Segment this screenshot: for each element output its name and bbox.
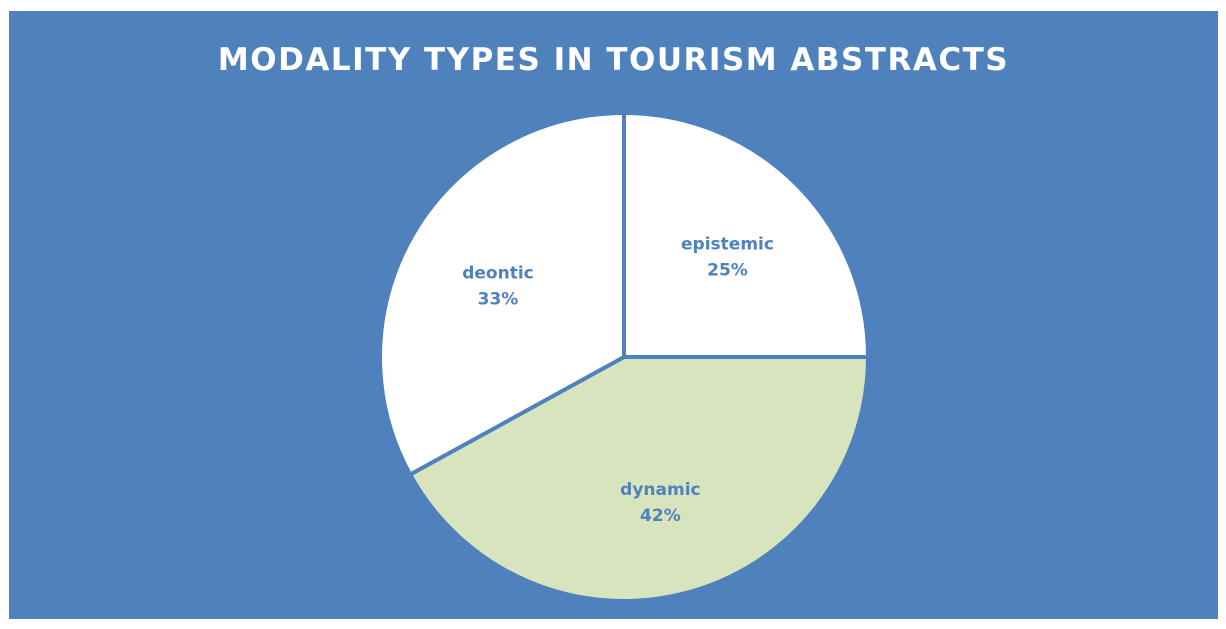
- slice-category-label: dynamic: [620, 480, 700, 500]
- slice-category-label: epistemic: [681, 235, 774, 255]
- slice-category-label: deontic: [462, 264, 534, 284]
- slice-label-epistemic: epistemic 25%: [681, 235, 774, 281]
- slice-percent-label: 25%: [707, 261, 748, 281]
- slice-percent-label: 33%: [478, 290, 519, 310]
- slice-percent-label: 42%: [640, 506, 681, 526]
- pie-chart: epistemic 25% dynamic 42% deontic 33%: [378, 111, 870, 603]
- slice-label-dynamic: dynamic 42%: [620, 480, 700, 526]
- pie-slice-deontic: [378, 111, 626, 477]
- pie-slice-epistemic: [622, 111, 870, 359]
- chart-title: MODALITY TYPES IN TOURISM ABSTRACTS: [217, 42, 1010, 78]
- slice-label-deontic: deontic 33%: [462, 264, 534, 310]
- pie-slice-dynamic: [408, 355, 870, 603]
- chart-area: MODALITY TYPES IN TOURISM ABSTRACTS epis…: [9, 11, 1218, 619]
